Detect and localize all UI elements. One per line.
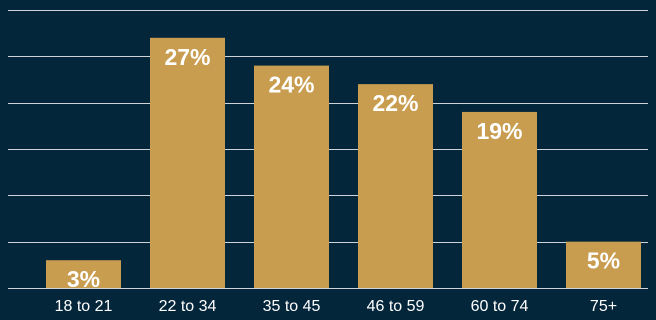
bar-3 (254, 65, 329, 288)
bar-value-label-6: 5% (587, 248, 620, 274)
value-labels: 3% 27% 24% 22% 19% 5% (67, 44, 620, 292)
x-tick-label-1: 18 to 21 (55, 298, 113, 315)
bar-4 (358, 84, 433, 288)
bar-value-label-5: 19% (476, 118, 522, 144)
bar-2 (150, 37, 225, 288)
bar-value-label-2: 27% (164, 44, 210, 70)
bar-value-label-4: 22% (372, 90, 418, 116)
bar-value-label-3: 24% (268, 72, 314, 98)
x-axis-tick-labels: 18 to 21 22 to 34 35 to 45 46 to 59 60 to 74… (55, 298, 617, 315)
x-tick-label-4: 46 to 59 (367, 298, 425, 315)
bar-1 (46, 260, 121, 288)
x-tick-label-3: 35 to 45 (263, 298, 321, 315)
bar-value-label-1: 3% (67, 266, 100, 292)
bar-5 (462, 111, 537, 288)
x-tick-label-5: 60 to 74 (471, 298, 529, 315)
x-tick-label-2: 22 to 34 (159, 298, 217, 315)
bars (46, 37, 641, 288)
x-tick-label-6: 75+ (590, 298, 617, 315)
bar-6 (566, 241, 641, 288)
